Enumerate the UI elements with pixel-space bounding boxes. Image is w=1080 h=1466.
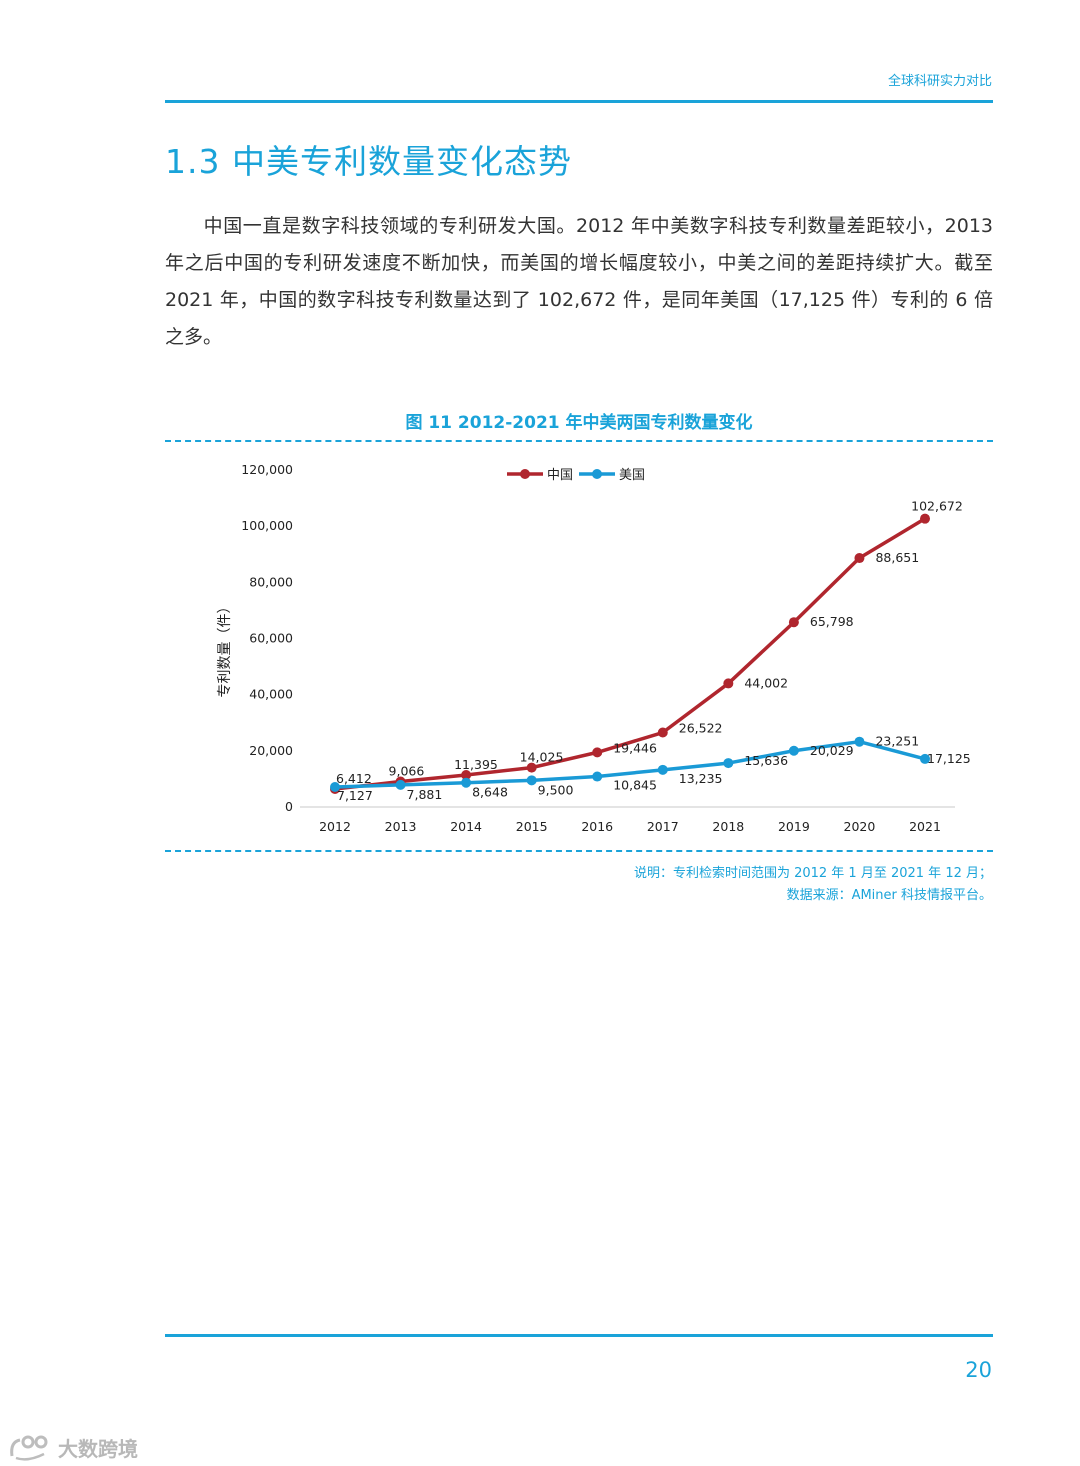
y-tick-label: 100,000 [241, 518, 293, 533]
page-number: 20 [965, 1358, 992, 1382]
data-point [592, 771, 603, 782]
data-point [461, 777, 472, 788]
data-point [461, 769, 472, 780]
x-tick-label: 2014 [450, 819, 482, 834]
figure-caption: 图 11 2012-2021 年中美两国专利数量变化 [405, 413, 753, 433]
y-tick-label: 80,000 [249, 574, 293, 589]
x-tick-label: 2017 [647, 819, 679, 834]
data-label-usa: 23,251 [875, 734, 919, 749]
header-divider [165, 100, 993, 103]
data-label-usa: 7,881 [407, 787, 443, 802]
data-label-china: 6,412 [336, 771, 372, 786]
data-point [592, 747, 603, 758]
y-tick-label: 60,000 [249, 631, 293, 646]
legend-label: 中国 [547, 468, 573, 483]
section-title: 1.3 中美专利数量变化态势 [165, 142, 572, 181]
figure-top-divider [165, 440, 993, 442]
data-label-china: 44,002 [744, 675, 788, 690]
patent-line-chart: 0 20,000 40,000 60,000 80,000 100,000 120,000 2… [217, 462, 971, 834]
x-tick-label: 2015 [516, 819, 548, 834]
data-point [657, 764, 668, 775]
data-point [330, 781, 340, 792]
body-paragraph-text: 中国一直是数字科技领域的专利研发大国。2012 年中美数字科技专利数量差距较小，… [165, 215, 993, 348]
data-point [920, 513, 930, 524]
data-label-usa: 20,029 [810, 743, 854, 758]
watermark: 大数跨境 [8, 1430, 138, 1464]
data-label-china: 11,395 [454, 757, 498, 772]
data-point [657, 727, 668, 738]
x-tick-label: 2020 [844, 819, 876, 834]
data-label-usa: 13,235 [679, 771, 723, 786]
data-label-china: 19,446 [613, 740, 657, 755]
data-label-usa: 7,127 [337, 788, 373, 803]
data-label-china: 88,651 [875, 550, 919, 565]
x-tick-label: 2021 [909, 819, 941, 834]
figure-note: 说明：专利检索时间范围为 2012 年 1 月至 2021 年 12 月； [633, 866, 992, 881]
y-tick-label: 20,000 [249, 743, 293, 758]
data-label-china: 26,522 [679, 721, 723, 736]
data-label-usa: 17,125 [927, 751, 971, 766]
watermark-text: 大数跨境 [58, 1436, 138, 1461]
data-label-china: 102,672 [911, 499, 963, 514]
footer-divider [165, 1334, 993, 1337]
data-point [788, 745, 799, 756]
data-point [854, 553, 865, 564]
x-tick-label: 2019 [778, 819, 810, 834]
y-axis-title: 专利数量（件） [217, 600, 233, 698]
data-label-china: 65,798 [810, 614, 854, 629]
data-label-usa: 8,648 [472, 785, 508, 800]
data-point [723, 678, 734, 689]
y-tick-label: 120,000 [241, 462, 293, 477]
data-point [920, 753, 930, 764]
data-label-usa: 15,636 [744, 753, 788, 768]
data-label-china: 14,025 [520, 750, 564, 765]
data-point [526, 762, 537, 773]
series-line-china [334, 517, 926, 791]
figure-source: 数据来源：AMiner 科技情报平台。 [786, 888, 992, 903]
x-tick-label: 2013 [385, 819, 417, 834]
data-label-usa: 9,500 [538, 782, 574, 797]
series-line-usa [334, 739, 926, 789]
figure-bottom-divider [165, 850, 993, 852]
data-point [854, 736, 865, 747]
data-point [788, 617, 799, 628]
x-tick-label: 2018 [712, 819, 744, 834]
data-point [526, 775, 537, 786]
y-tick-label: 0 [285, 799, 293, 814]
data-label-usa: 10,845 [613, 778, 657, 793]
data-point [723, 758, 734, 769]
body-paragraph: 中国一直是数字科技领域的专利研发大国。2012 年中美数字科技专利数量差距较小，… [165, 208, 993, 356]
legend-swatch-marker [592, 469, 602, 479]
data-label-china: 9,066 [389, 764, 425, 779]
x-tick-label: 2016 [581, 819, 613, 834]
legend-label: 美国 [619, 468, 645, 483]
data-point [395, 779, 406, 790]
legend-swatch-marker [520, 469, 530, 479]
y-tick-label: 40,000 [249, 687, 293, 702]
watermark-logo-icon [10, 1435, 48, 1461]
running-header: 全球科研实力对比 [887, 74, 992, 89]
x-tick-label: 2012 [319, 819, 351, 834]
